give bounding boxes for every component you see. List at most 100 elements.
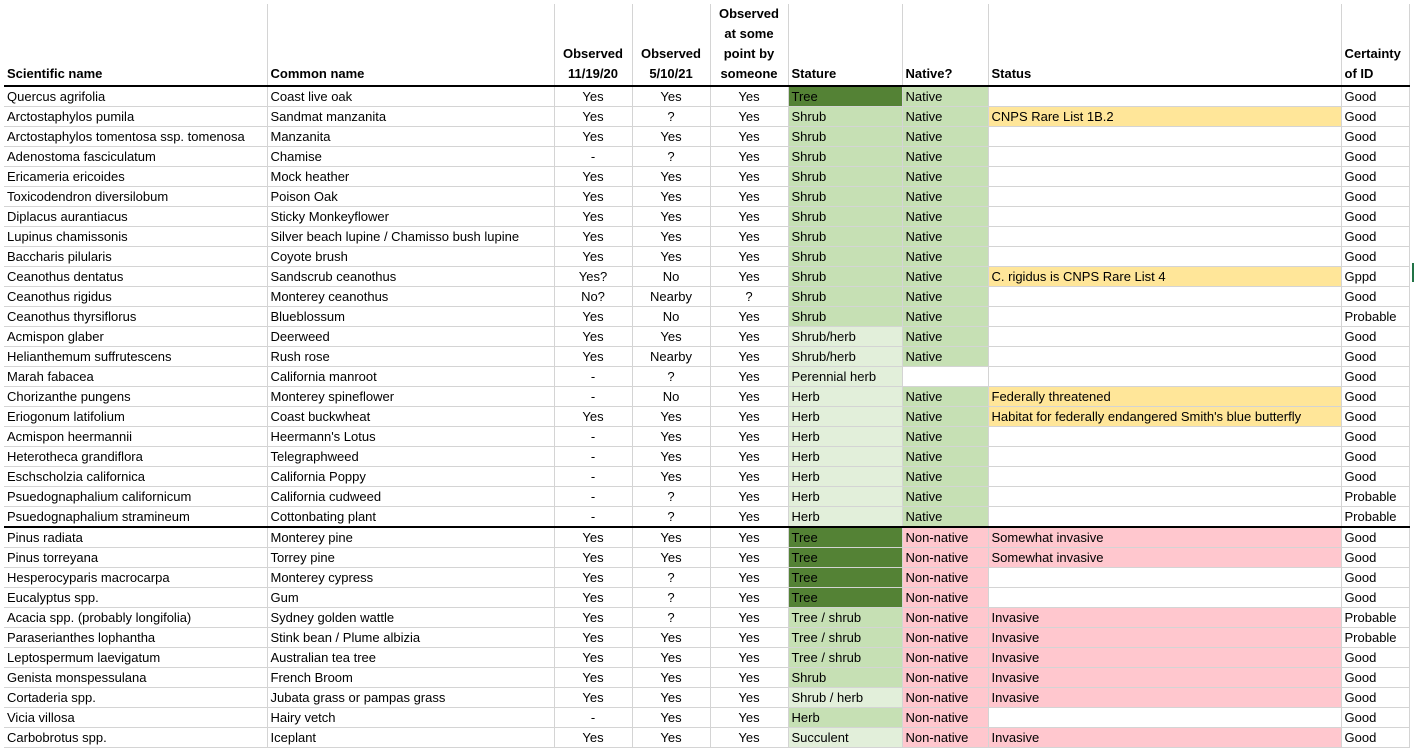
cell-status[interactable] <box>988 326 1342 347</box>
header-stature[interactable]: Stature <box>788 4 903 87</box>
cell-certainty[interactable]: Probable <box>1341 607 1410 628</box>
cell-common-name[interactable]: French Broom <box>267 667 555 688</box>
cell-status[interactable] <box>988 567 1342 588</box>
cell-observed-5-10-21[interactable]: Yes <box>632 547 711 568</box>
cell-native[interactable]: Non-native <box>902 667 989 688</box>
cell-stature[interactable]: Herb <box>788 506 903 528</box>
cell-certainty[interactable]: Good <box>1341 186 1410 207</box>
cell-status[interactable] <box>988 286 1342 307</box>
cell-scientific-name[interactable]: Acmispon glaber <box>4 326 268 347</box>
cell-observed-by-someone[interactable]: Yes <box>710 627 789 648</box>
cell-observed-by-someone[interactable]: Yes <box>710 326 789 347</box>
header-native[interactable]: Native? <box>902 4 989 87</box>
cell-observed-11-19-20[interactable]: Yes <box>554 406 633 427</box>
cell-observed-5-10-21[interactable]: ? <box>632 486 711 507</box>
cell-native[interactable] <box>902 366 989 387</box>
cell-status[interactable]: Somewhat invasive <box>988 527 1342 548</box>
cell-native[interactable]: Native <box>902 146 989 167</box>
cell-observed-5-10-21[interactable]: Yes <box>632 126 711 147</box>
cell-observed-by-someone[interactable]: Yes <box>710 346 789 367</box>
cell-common-name[interactable]: Coyote brush <box>267 246 555 267</box>
cell-status[interactable] <box>988 126 1342 147</box>
cell-observed-11-19-20[interactable]: Yes <box>554 106 633 127</box>
cell-certainty[interactable]: Good <box>1341 346 1410 367</box>
cell-common-name[interactable]: Deerweed <box>267 326 555 347</box>
cell-common-name[interactable]: Sydney golden wattle <box>267 607 555 628</box>
cell-common-name[interactable]: Torrey pine <box>267 547 555 568</box>
cell-stature[interactable]: Shrub <box>788 667 903 688</box>
cell-native[interactable]: Native <box>902 266 989 287</box>
cell-scientific-name[interactable]: Ericameria ericoides <box>4 166 268 187</box>
cell-scientific-name[interactable]: Acmispon heermannii <box>4 426 268 447</box>
cell-scientific-name[interactable]: Hesperocyparis macrocarpa <box>4 567 268 588</box>
cell-scientific-name[interactable]: Eschscholzia californica <box>4 466 268 487</box>
cell-certainty[interactable]: Good <box>1341 426 1410 447</box>
cell-common-name[interactable]: Silver beach lupine / Chamisso bush lupi… <box>267 226 555 247</box>
header-certainty[interactable]: Certainty of ID <box>1341 4 1410 87</box>
cell-observed-11-19-20[interactable]: Yes <box>554 206 633 227</box>
cell-observed-5-10-21[interactable]: Yes <box>632 246 711 267</box>
cell-common-name[interactable]: California manroot <box>267 366 555 387</box>
cell-certainty[interactable]: Good <box>1341 386 1410 407</box>
cell-status[interactable]: Invasive <box>988 647 1342 668</box>
cell-observed-11-19-20[interactable]: Yes <box>554 166 633 187</box>
cell-common-name[interactable]: California Poppy <box>267 466 555 487</box>
cell-native[interactable]: Native <box>902 466 989 487</box>
cell-scientific-name[interactable]: Helianthemum suffrutescens <box>4 346 268 367</box>
cell-scientific-name[interactable]: Arctostaphylos tomentosa ssp. tomenosa <box>4 126 268 147</box>
cell-observed-11-19-20[interactable]: Yes <box>554 547 633 568</box>
cell-scientific-name[interactable]: Lupinus chamissonis <box>4 226 268 247</box>
cell-observed-5-10-21[interactable]: Yes <box>632 226 711 247</box>
cell-common-name[interactable]: Manzanita <box>267 126 555 147</box>
cell-observed-11-19-20[interactable]: Yes <box>554 306 633 327</box>
cell-observed-5-10-21[interactable]: Yes <box>632 687 711 708</box>
cell-observed-by-someone[interactable]: Yes <box>710 727 789 748</box>
cell-observed-5-10-21[interactable]: Nearby <box>632 286 711 307</box>
cell-stature[interactable]: Shrub <box>788 126 903 147</box>
cell-scientific-name[interactable]: Marah fabacea <box>4 366 268 387</box>
cell-status[interactable]: Invasive <box>988 667 1342 688</box>
cell-native[interactable]: Native <box>902 206 989 227</box>
cell-common-name[interactable]: Cottonbating plant <box>267 506 555 528</box>
cell-native[interactable]: Non-native <box>902 647 989 668</box>
cell-scientific-name[interactable]: Eriogonum latifolium <box>4 406 268 427</box>
cell-certainty[interactable]: Good <box>1341 126 1410 147</box>
cell-observed-5-10-21[interactable]: Nearby <box>632 346 711 367</box>
cell-certainty[interactable]: Good <box>1341 707 1410 728</box>
cell-observed-by-someone[interactable]: ? <box>710 286 789 307</box>
cell-stature[interactable]: Tree / shrub <box>788 607 903 628</box>
cell-observed-5-10-21[interactable]: ? <box>632 366 711 387</box>
cell-observed-by-someone[interactable]: Yes <box>710 366 789 387</box>
cell-certainty[interactable]: Good <box>1341 667 1410 688</box>
cell-observed-11-19-20[interactable]: Yes <box>554 567 633 588</box>
cell-native[interactable]: Native <box>902 166 989 187</box>
cell-native[interactable]: Native <box>902 246 989 267</box>
header-status[interactable]: Status <box>988 4 1342 87</box>
cell-observed-by-someone[interactable]: Yes <box>710 446 789 467</box>
cell-certainty[interactable]: Good <box>1341 527 1410 548</box>
cell-common-name[interactable]: Mock heather <box>267 166 555 187</box>
cell-status[interactable]: Somewhat invasive <box>988 547 1342 568</box>
cell-scientific-name[interactable]: Ceanothus thyrsiflorus <box>4 306 268 327</box>
cell-native[interactable]: Native <box>902 286 989 307</box>
cell-common-name[interactable]: Heermann's Lotus <box>267 426 555 447</box>
cell-common-name[interactable]: Monterey spineflower <box>267 386 555 407</box>
cell-stature[interactable]: Tree <box>788 527 903 548</box>
cell-observed-5-10-21[interactable]: ? <box>632 506 711 528</box>
cell-certainty[interactable]: Good <box>1341 687 1410 708</box>
cell-stature[interactable]: Shrub <box>788 286 903 307</box>
cell-certainty[interactable]: Good <box>1341 286 1410 307</box>
cell-observed-by-someone[interactable]: Yes <box>710 506 789 528</box>
cell-native[interactable]: Native <box>902 506 989 528</box>
cell-common-name[interactable]: Sandscrub ceanothus <box>267 266 555 287</box>
cell-status[interactable] <box>988 226 1342 247</box>
cell-certainty[interactable]: Good <box>1341 246 1410 267</box>
cell-observed-by-someone[interactable]: Yes <box>710 486 789 507</box>
cell-certainty[interactable]: Good <box>1341 446 1410 467</box>
cell-certainty[interactable]: Probable <box>1341 627 1410 648</box>
cell-scientific-name[interactable]: Baccharis pilularis <box>4 246 268 267</box>
cell-observed-11-19-20[interactable]: Yes <box>554 727 633 748</box>
cell-observed-by-someone[interactable]: Yes <box>710 266 789 287</box>
cell-status[interactable] <box>988 707 1342 728</box>
cell-scientific-name[interactable]: Paraserianthes lophantha <box>4 627 268 648</box>
